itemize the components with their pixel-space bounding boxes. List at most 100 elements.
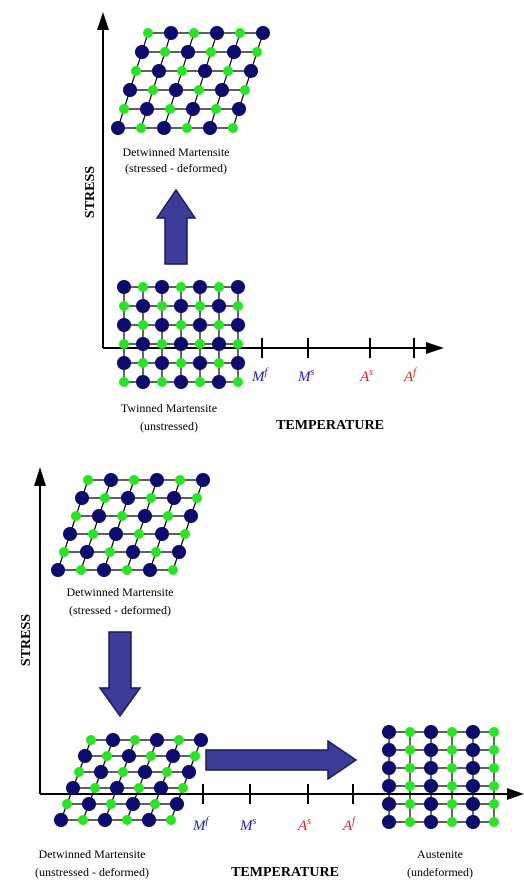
dark-atom-icon bbox=[215, 83, 229, 97]
dark-atom-icon bbox=[142, 813, 156, 827]
green-atom-icon bbox=[405, 763, 415, 773]
dark-atom-icon bbox=[78, 749, 92, 763]
green-atom-icon bbox=[71, 511, 81, 521]
green-atom-icon bbox=[195, 377, 205, 387]
green-atom-icon bbox=[136, 123, 146, 133]
top-x-axis-arrowhead bbox=[426, 342, 444, 354]
dark-atom-icon bbox=[152, 64, 166, 78]
green-atom-icon bbox=[174, 735, 184, 745]
dark-atom-icon bbox=[150, 733, 164, 747]
green-atom-icon bbox=[160, 47, 170, 57]
dark-atom-icon bbox=[210, 26, 224, 40]
green-atom-icon bbox=[146, 751, 156, 761]
tick-label-superscript: f bbox=[352, 816, 356, 827]
green-atom-icon bbox=[119, 339, 129, 349]
green-atom-icon bbox=[447, 763, 457, 773]
dark-atom-icon bbox=[117, 318, 131, 332]
tick-label-superscript: s bbox=[253, 816, 257, 827]
green-atom-icon bbox=[78, 815, 88, 825]
green-atom-icon bbox=[214, 358, 224, 368]
dark-atom-icon bbox=[123, 83, 137, 97]
dark-atom-icon bbox=[154, 781, 168, 795]
green-atom-icon bbox=[130, 735, 140, 745]
dark-atom-icon bbox=[138, 509, 152, 523]
dark-atom-icon bbox=[174, 299, 188, 313]
bottom-right-caption-line2: (undeformed) bbox=[407, 865, 473, 879]
green-atom-icon bbox=[134, 783, 144, 793]
tick-label: Ms bbox=[239, 816, 257, 834]
green-atom-icon bbox=[150, 799, 160, 809]
bottom-austenite-lattice bbox=[382, 725, 499, 829]
dark-atom-icon bbox=[382, 743, 396, 757]
dark-atom-icon bbox=[182, 765, 196, 779]
green-atom-icon bbox=[233, 377, 243, 387]
bottom-temperature-ticks: Mf Ms As Af bbox=[192, 784, 356, 834]
green-atom-icon bbox=[194, 85, 204, 95]
bottom-x-axis-label: TEMPERATURE bbox=[231, 865, 339, 880]
dark-atom-icon bbox=[424, 725, 438, 739]
dark-atom-icon bbox=[227, 45, 241, 59]
green-atom-icon bbox=[489, 781, 499, 791]
top-twinned-martensite-lattice bbox=[117, 280, 245, 389]
tick-label-superscript: f bbox=[206, 816, 210, 827]
dark-atom-icon bbox=[143, 563, 157, 577]
dark-atom-icon bbox=[203, 121, 217, 135]
green-atom-icon bbox=[157, 301, 167, 311]
dark-atom-icon bbox=[51, 563, 65, 577]
dark-atom-icon bbox=[169, 83, 183, 97]
green-atom-icon bbox=[90, 783, 100, 793]
bottom-upper-caption-line2: (stressed - deformed) bbox=[69, 603, 171, 617]
green-atom-icon bbox=[146, 493, 156, 503]
green-atom-icon bbox=[405, 745, 415, 755]
green-atom-icon bbox=[62, 799, 72, 809]
dark-atom-icon bbox=[136, 375, 150, 389]
dark-atom-icon bbox=[231, 318, 245, 332]
dark-atom-icon bbox=[212, 375, 226, 389]
bottom-lower-caption-line1: Detwinned Martensite bbox=[39, 847, 146, 861]
dark-atom-icon bbox=[382, 797, 396, 811]
green-atom-icon bbox=[102, 751, 112, 761]
green-atom-icon bbox=[211, 104, 221, 114]
dark-atom-icon bbox=[140, 102, 154, 116]
dark-atom-icon bbox=[126, 545, 140, 559]
dark-atom-icon bbox=[424, 797, 438, 811]
green-atom-icon bbox=[405, 817, 415, 827]
green-atom-icon bbox=[252, 47, 262, 57]
dark-atom-icon bbox=[382, 779, 396, 793]
tick-label-superscript: s bbox=[307, 816, 311, 827]
green-atom-icon bbox=[447, 727, 457, 737]
green-atom-icon bbox=[405, 799, 415, 809]
tick-label-superscript: s bbox=[369, 367, 373, 378]
dark-atom-icon bbox=[155, 280, 169, 294]
dark-atom-icon bbox=[172, 545, 186, 559]
green-atom-icon bbox=[59, 547, 69, 557]
green-atom-icon bbox=[163, 511, 173, 521]
green-atom-icon bbox=[405, 727, 415, 737]
green-atom-icon bbox=[122, 815, 132, 825]
tick-label: Mf bbox=[192, 816, 210, 834]
dark-atom-icon bbox=[466, 779, 480, 793]
dark-atom-icon bbox=[174, 337, 188, 351]
top-y-axis-label: STRESS bbox=[83, 166, 98, 218]
green-atom-icon bbox=[157, 377, 167, 387]
dark-atom-icon bbox=[198, 64, 212, 78]
green-atom-icon bbox=[182, 123, 192, 133]
dark-atom-icon bbox=[75, 491, 89, 505]
green-atom-icon bbox=[131, 66, 141, 76]
green-atom-icon bbox=[118, 767, 128, 777]
green-atom-icon bbox=[106, 799, 116, 809]
green-atom-icon bbox=[189, 28, 199, 38]
green-atom-icon bbox=[180, 529, 190, 539]
dark-atom-icon bbox=[424, 743, 438, 757]
dark-atom-icon bbox=[424, 815, 438, 829]
dark-atom-icon bbox=[54, 813, 68, 827]
green-atom-icon bbox=[405, 781, 415, 791]
dark-atom-icon bbox=[155, 318, 169, 332]
green-atom-icon bbox=[162, 767, 172, 777]
green-atom-icon bbox=[117, 511, 127, 521]
dark-atom-icon bbox=[194, 733, 208, 747]
dark-atom-icon bbox=[157, 121, 171, 135]
green-atom-icon bbox=[176, 282, 186, 292]
green-atom-icon bbox=[235, 28, 245, 38]
green-atom-icon bbox=[119, 377, 129, 387]
